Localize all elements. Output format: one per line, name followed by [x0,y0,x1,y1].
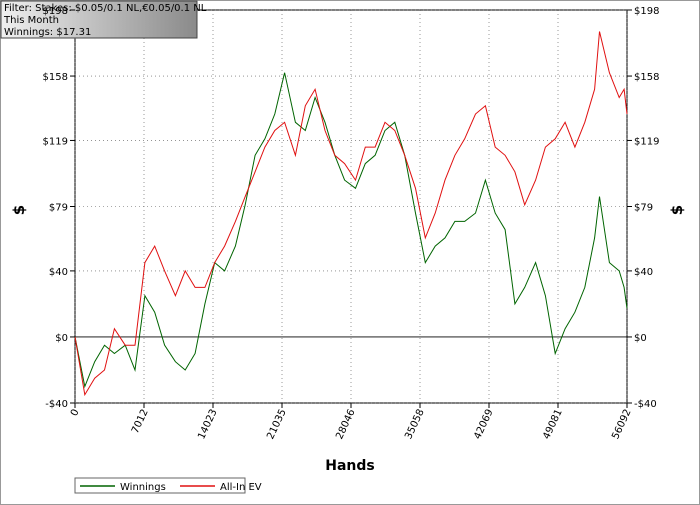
filter-line: Winnings: $17.31 [4,27,91,38]
y-tick-label: $0 [634,333,647,344]
legend-label: All-In EV [220,482,262,493]
y-tick-label: $158 [43,72,68,83]
filter-box [0,0,198,39]
y-tick-label: $79 [634,203,653,214]
legend-label: Winnings [120,482,166,493]
series-line [74,72,628,389]
x-tick-label: 0 [69,408,82,418]
y-tick-label: $198 [43,6,68,17]
y-axis-label: $ [668,205,686,215]
x-axis-label: Hands [325,458,375,474]
y-tick-label: -$40 [45,399,68,410]
y-tick-label: $198 [634,6,659,17]
y-tick-label: $119 [43,136,68,147]
filter-line: This Month [3,15,59,26]
filter-line: Filter: Stakes: $0.05/0.1 NL,€0.05/0.1 N… [4,3,207,14]
y-tick-label: $119 [634,136,659,147]
y-axis-label: $ [10,205,28,215]
series-line [74,31,628,397]
y-tick-label: $0 [55,333,68,344]
y-tick-label: $158 [634,72,659,83]
y-tick-label: -$40 [634,399,657,410]
y-tick-label: $40 [49,267,68,278]
legend [74,477,246,494]
y-tick-label: $79 [49,203,68,214]
y-tick-label: $40 [634,267,653,278]
